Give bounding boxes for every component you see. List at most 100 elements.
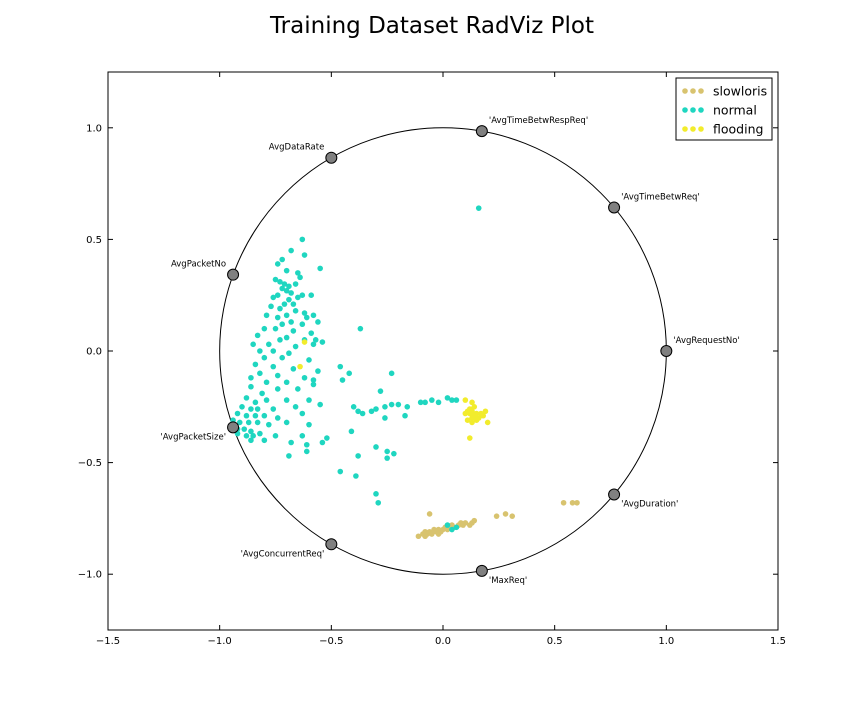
data-point-normal: [297, 274, 303, 281]
data-point-normal: [283, 267, 290, 274]
data-point-normal: [384, 455, 390, 461]
data-point-normal: [377, 388, 384, 394]
legend-marker: [698, 107, 704, 113]
x-tick-label: −0.5: [319, 636, 343, 647]
data-point-normal: [337, 468, 344, 475]
data-point-normal: [388, 370, 395, 377]
data-point-flooding: [297, 363, 303, 370]
series-normal: [228, 205, 482, 533]
chart-title: Training Dataset RadViz Plot: [269, 13, 594, 39]
data-point-normal: [257, 348, 263, 354]
legend-marker: [690, 107, 696, 113]
data-point-slowloris: [422, 533, 428, 540]
data-point-normal: [234, 410, 241, 417]
anchor-label: 'AvgDuration': [621, 500, 678, 510]
data-point-flooding: [467, 410, 473, 417]
legend-marker: [698, 126, 704, 132]
data-point-normal: [449, 397, 455, 403]
data-point-normal: [279, 354, 286, 361]
data-point-normal: [299, 236, 306, 243]
data-point-normal: [355, 408, 361, 415]
data-point-normal: [373, 444, 379, 450]
data-point-normal: [357, 325, 364, 332]
legend-marker: [698, 88, 704, 94]
data-point-normal: [261, 354, 268, 361]
data-point-normal: [292, 308, 299, 314]
data-point-normal: [288, 247, 294, 254]
data-point-normal: [337, 363, 344, 370]
data-point-flooding: [471, 404, 478, 410]
data-point-normal: [373, 491, 379, 497]
y-tick-label: −1.0: [78, 570, 102, 581]
data-point-normal: [270, 294, 277, 301]
data-point-normal: [286, 296, 292, 303]
data-point-normal: [475, 205, 482, 211]
x-tick-label: 1.5: [770, 636, 786, 647]
data-point-normal: [248, 383, 254, 390]
data-point-normal: [295, 294, 301, 301]
data-point-normal: [306, 357, 312, 363]
data-point-normal: [236, 419, 243, 426]
data-point-normal: [270, 348, 277, 354]
data-point-normal: [303, 441, 310, 448]
data-point-normal: [449, 526, 455, 533]
data-point-normal: [288, 290, 294, 296]
x-tick-label: −1.5: [96, 636, 120, 647]
data-point-normal: [290, 328, 297, 334]
data-point-normal: [248, 406, 254, 412]
radviz-circle: [219, 127, 667, 575]
x-tick-label: 1.0: [658, 636, 674, 647]
data-point-normal: [384, 448, 390, 455]
legend-label: flooding: [713, 122, 763, 137]
data-point-normal: [274, 314, 281, 321]
data-point-normal: [286, 453, 292, 459]
data-point-normal: [248, 437, 254, 444]
data-point-normal: [277, 305, 283, 312]
data-point-normal: [283, 379, 290, 386]
data-point-normal: [417, 399, 424, 406]
data-point-flooding: [301, 339, 308, 345]
data-point-normal: [283, 312, 290, 319]
legend-marker: [690, 88, 696, 94]
data-point-normal: [281, 301, 288, 307]
legend-marker: [690, 126, 696, 132]
data-point-normal: [257, 430, 263, 437]
data-point-normal: [310, 381, 317, 388]
legend-marker: [682, 126, 688, 132]
data-point-normal: [288, 319, 294, 325]
data-point-normal: [312, 337, 319, 343]
data-point-normal: [382, 415, 388, 421]
y-tick-label: 0.0: [86, 347, 102, 358]
anchor-marker: [325, 538, 338, 551]
anchor-label: 'AvgTimeBetwReq': [621, 192, 700, 202]
data-point-slowloris: [560, 499, 567, 506]
data-point-flooding: [469, 415, 475, 421]
data-point-normal: [257, 370, 263, 377]
anchor-marker: [608, 201, 621, 214]
y-tick-label: −0.5: [78, 458, 102, 469]
data-point-normal: [254, 332, 261, 339]
data-point-normal: [295, 270, 301, 276]
data-point-slowloris: [415, 533, 422, 540]
data-point-slowloris: [429, 531, 435, 537]
data-point-normal: [346, 370, 353, 377]
data-point-normal: [306, 421, 312, 428]
data-point-normal: [274, 261, 281, 267]
anchor-marker: [475, 125, 488, 138]
data-point-normal: [402, 412, 408, 419]
data-point-normal: [382, 404, 388, 410]
data-point-normal: [355, 453, 361, 459]
data-point-slowloris: [462, 520, 469, 526]
data-point-normal: [435, 399, 442, 406]
data-point-normal: [274, 372, 281, 379]
data-point-normal: [290, 301, 297, 307]
data-point-normal: [301, 374, 308, 381]
data-point-normal: [315, 368, 321, 374]
data-point-normal: [288, 439, 294, 446]
data-point-normal: [319, 439, 326, 446]
data-point-flooding: [478, 410, 484, 417]
data-point-normal: [261, 325, 268, 332]
data-point-normal: [453, 397, 460, 403]
data-point-normal: [301, 252, 308, 258]
data-point-normal: [241, 426, 248, 432]
